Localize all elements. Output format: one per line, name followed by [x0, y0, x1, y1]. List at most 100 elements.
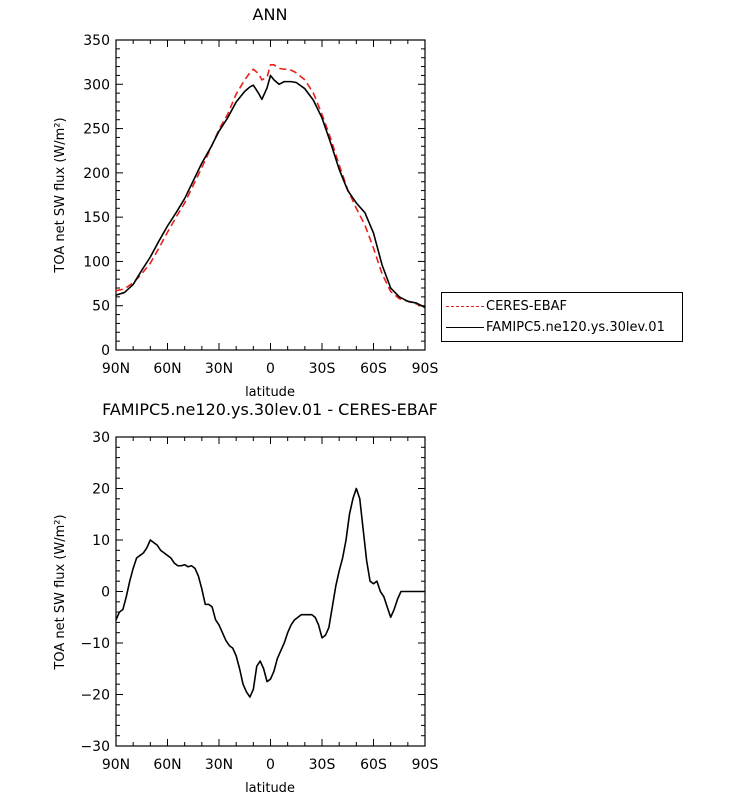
data-point: [153, 542, 155, 544]
data-point: [258, 92, 260, 94]
data-point: [321, 637, 323, 639]
data-point: [373, 247, 375, 249]
data-point: [381, 273, 383, 275]
data-point: [201, 162, 203, 164]
data-point: [295, 82, 297, 84]
data-point: [246, 691, 248, 693]
data-point: [258, 73, 260, 75]
data-point: [218, 130, 220, 132]
y-tick-label: 300: [83, 77, 110, 93]
data-point: [266, 87, 268, 89]
data-point: [249, 696, 251, 698]
legend-swatch-famipc5: [446, 327, 484, 328]
y-tick-label: 200: [83, 166, 110, 182]
data-point: [150, 539, 152, 541]
data-point: [290, 81, 292, 83]
data-point: [232, 647, 234, 649]
data-point: [235, 93, 237, 95]
data-point: [407, 300, 409, 302]
data-point: [158, 240, 160, 242]
y-tick-label: 0: [101, 343, 110, 359]
data-point: [266, 76, 268, 78]
data-point: [218, 624, 220, 626]
data-point: [424, 591, 426, 593]
data-point: [115, 619, 117, 621]
data-point: [215, 619, 217, 621]
data-point: [249, 86, 251, 88]
data-point: [244, 79, 246, 81]
data-point: [136, 557, 138, 559]
x-tick-label: 90N: [102, 757, 130, 773]
data-point: [321, 117, 323, 119]
legend-item-famipc5: FAMIPC5.ne120.ys.30lev.01: [442, 319, 682, 337]
y-tick-label: 30: [92, 430, 110, 446]
x-tick-label: 30N: [205, 757, 233, 773]
y-tick-label: 150: [83, 210, 110, 226]
data-point: [393, 609, 395, 611]
data-point: [397, 598, 399, 600]
data-point: [335, 586, 337, 588]
data-point: [304, 88, 306, 90]
data-point: [184, 564, 186, 566]
data-point: [192, 180, 194, 182]
x-tick-label: 60N: [153, 757, 181, 773]
plot-frame-bottom: [115, 436, 426, 747]
data-point: [184, 198, 186, 200]
data-point: [143, 552, 145, 554]
data-point: [390, 291, 392, 293]
x-tick-label: 60S: [360, 757, 387, 773]
data-point: [180, 565, 182, 567]
x-tick-label: 0: [266, 361, 275, 377]
y-tick-label: −10: [80, 636, 110, 652]
data-point: [345, 539, 347, 541]
data-point: [381, 264, 383, 266]
data-point: [141, 269, 143, 271]
data-point: [287, 81, 289, 83]
data-point: [297, 616, 299, 618]
data-point: [235, 655, 237, 657]
y-tick-label: 350: [83, 33, 110, 49]
data-point: [253, 68, 255, 70]
data-point: [273, 64, 275, 66]
data-point: [174, 562, 176, 564]
data-point: [132, 568, 134, 570]
data-point: [311, 614, 313, 616]
data-point: [115, 290, 117, 292]
data-point: [290, 624, 292, 626]
data-point: [184, 202, 186, 204]
data-point: [283, 81, 285, 83]
data-point: [259, 660, 261, 662]
legend-label-famipc5: FAMIPC5.ne120.ys.30lev.01: [486, 320, 665, 335]
data-point: [362, 529, 364, 531]
data-point: [398, 298, 400, 300]
series-line-ceres-ebaf: [115, 64, 426, 308]
data-point: [115, 294, 117, 296]
data-point: [330, 142, 332, 144]
data-point: [338, 169, 340, 171]
data-point: [227, 114, 229, 116]
data-point: [270, 75, 272, 77]
chart-title-top: ANN: [253, 5, 288, 24]
data-point: [156, 544, 158, 546]
data-point: [261, 99, 263, 101]
x-tick-label: 90S: [412, 757, 439, 773]
data-point: [122, 609, 124, 611]
data-point: [342, 557, 344, 559]
y-axis-label-bottom: TOA net SW flux (W/m²): [53, 514, 68, 670]
plot-frame-top: [115, 39, 426, 351]
data-point: [163, 552, 165, 554]
ticks-top: [115, 39, 426, 351]
data-point: [424, 307, 426, 309]
data-point: [263, 668, 265, 670]
data-point: [307, 614, 309, 616]
data-point: [356, 488, 358, 490]
data-point: [208, 604, 210, 606]
x-tick-label: 30S: [309, 757, 336, 773]
data-point: [364, 224, 366, 226]
data-point: [225, 640, 227, 642]
data-point: [177, 565, 179, 567]
data-point: [290, 69, 292, 71]
data-point: [160, 550, 162, 552]
data-point: [198, 575, 200, 577]
